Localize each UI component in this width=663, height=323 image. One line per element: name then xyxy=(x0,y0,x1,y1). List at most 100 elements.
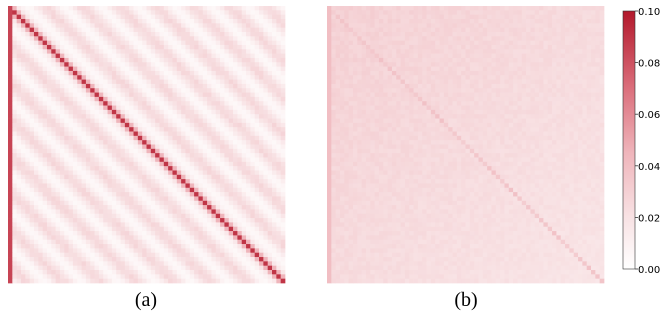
heatmap-a-cell xyxy=(142,170,147,176)
heatmap-b-cell xyxy=(586,57,592,63)
heatmap-a-cell xyxy=(29,18,35,24)
heatmap-a-cell xyxy=(150,257,156,262)
heatmap-a-cell xyxy=(172,70,178,76)
heatmap-a-cell xyxy=(237,135,243,141)
heatmap-b-cell xyxy=(573,6,579,11)
heatmap-a-cell xyxy=(94,127,100,132)
heatmap-a-cell xyxy=(64,96,69,102)
heatmap-b-cell xyxy=(344,14,349,20)
heatmap-a-cell xyxy=(159,40,165,46)
heatmap-a-cell xyxy=(94,205,100,210)
heatmap-b-cell xyxy=(573,53,579,59)
heatmap-a-cell xyxy=(189,18,195,24)
heatmap-a-cell xyxy=(129,66,134,72)
heatmap-a-cell xyxy=(267,44,273,50)
heatmap-b-cell xyxy=(448,10,453,16)
heatmap-a-cell xyxy=(163,205,169,210)
heatmap-a-cell xyxy=(111,209,117,215)
heatmap-a-cell xyxy=(25,174,30,180)
heatmap-b-cell xyxy=(378,40,384,46)
heatmap-b-cell xyxy=(534,6,540,11)
heatmap-a-cell xyxy=(98,118,104,124)
heatmap-b-cell xyxy=(504,23,510,28)
heatmap-a-cell xyxy=(16,200,22,206)
heatmap-a-cell xyxy=(159,14,165,20)
heatmap-a-cell xyxy=(250,183,256,189)
heatmap-a-cell xyxy=(172,62,178,67)
heatmap-a-cell xyxy=(90,131,95,137)
heatmap-a-cell xyxy=(215,96,221,102)
heatmap-a-cell xyxy=(172,174,178,180)
heatmap-b-cell xyxy=(469,57,475,63)
heatmap-a-cell xyxy=(224,248,230,254)
heatmap-a-cell xyxy=(198,231,204,236)
heatmap-a-cell xyxy=(202,179,208,184)
heatmap-a-cell xyxy=(98,62,104,67)
heatmap-a-cell xyxy=(250,44,256,50)
heatmap-a-cell xyxy=(33,257,39,262)
heatmap-a-cell xyxy=(202,101,208,106)
heatmap-b-cell xyxy=(409,27,414,33)
heatmap-a-cell xyxy=(211,166,217,171)
heatmap-a-cell xyxy=(85,274,91,280)
heatmap-a-cell xyxy=(237,31,243,37)
heatmap-a-cell xyxy=(181,70,186,76)
heatmap-a-cell xyxy=(159,135,165,141)
heatmap-b-cell xyxy=(339,27,345,33)
heatmap-a-cell xyxy=(189,239,195,245)
heatmap-a-cell xyxy=(276,62,282,67)
heatmap-a-cell xyxy=(250,96,256,102)
heatmap-a-cell xyxy=(25,49,30,54)
heatmap-a-cell xyxy=(250,205,256,210)
heatmap-a-cell xyxy=(176,57,182,63)
heatmap-a-cell xyxy=(98,96,104,102)
heatmap-a-cell xyxy=(163,192,169,197)
heatmap-a-cell xyxy=(250,174,256,180)
heatmap-b-cell xyxy=(578,49,583,54)
heatmap-a-cell xyxy=(237,83,243,89)
heatmap-a-cell xyxy=(107,44,113,50)
heatmap-a-cell xyxy=(77,57,82,63)
heatmap-a-cell xyxy=(72,161,78,167)
heatmap-a-cell xyxy=(137,92,143,98)
heatmap-a-cell xyxy=(241,235,247,241)
heatmap-a-cell xyxy=(263,101,269,106)
heatmap-a-cell xyxy=(254,174,260,180)
heatmap-a-cell xyxy=(120,209,126,215)
heatmap-a-cell xyxy=(280,170,286,176)
heatmap-a-cell xyxy=(150,75,156,80)
heatmap-b-cell xyxy=(565,10,570,16)
heatmap-a-cell xyxy=(220,270,225,275)
heatmap-a-cell xyxy=(68,257,74,262)
heatmap-a-cell xyxy=(272,79,277,85)
heatmap-a-cell xyxy=(85,179,91,184)
heatmap-b-cell xyxy=(474,36,479,41)
heatmap-a-cell xyxy=(233,6,238,11)
heatmap-a-cell xyxy=(280,66,286,72)
heatmap-a-cell xyxy=(98,127,104,132)
heatmap-a-cell xyxy=(120,213,126,219)
heatmap-a-cell xyxy=(38,114,43,119)
heatmap-a-cell xyxy=(64,166,69,171)
heatmap-a-cell xyxy=(241,44,247,50)
heatmap-a-cell xyxy=(259,131,264,137)
heatmap-b-cell xyxy=(573,31,579,37)
heatmap-a-cell xyxy=(29,166,35,171)
heatmap-a-cell xyxy=(189,10,195,16)
heatmap-a-cell xyxy=(280,144,286,150)
heatmap-a-cell xyxy=(176,122,182,128)
heatmap-a-cell xyxy=(116,196,121,202)
heatmap-b-cell xyxy=(417,49,423,54)
heatmap-a-cell xyxy=(81,83,87,89)
heatmap-a-cell xyxy=(25,140,30,145)
heatmap-a-cell xyxy=(90,105,95,111)
heatmap-a-cell xyxy=(233,66,238,72)
heatmap-a-cell xyxy=(12,140,18,145)
heatmap-a-cell xyxy=(176,239,182,245)
heatmap-a-cell xyxy=(280,70,286,76)
heatmap-a-cell xyxy=(116,96,121,102)
heatmap-a-cell xyxy=(77,70,82,76)
heatmap-a-cell xyxy=(220,166,225,171)
heatmap-a-cell xyxy=(163,187,169,193)
heatmap-a-cell xyxy=(124,239,130,245)
